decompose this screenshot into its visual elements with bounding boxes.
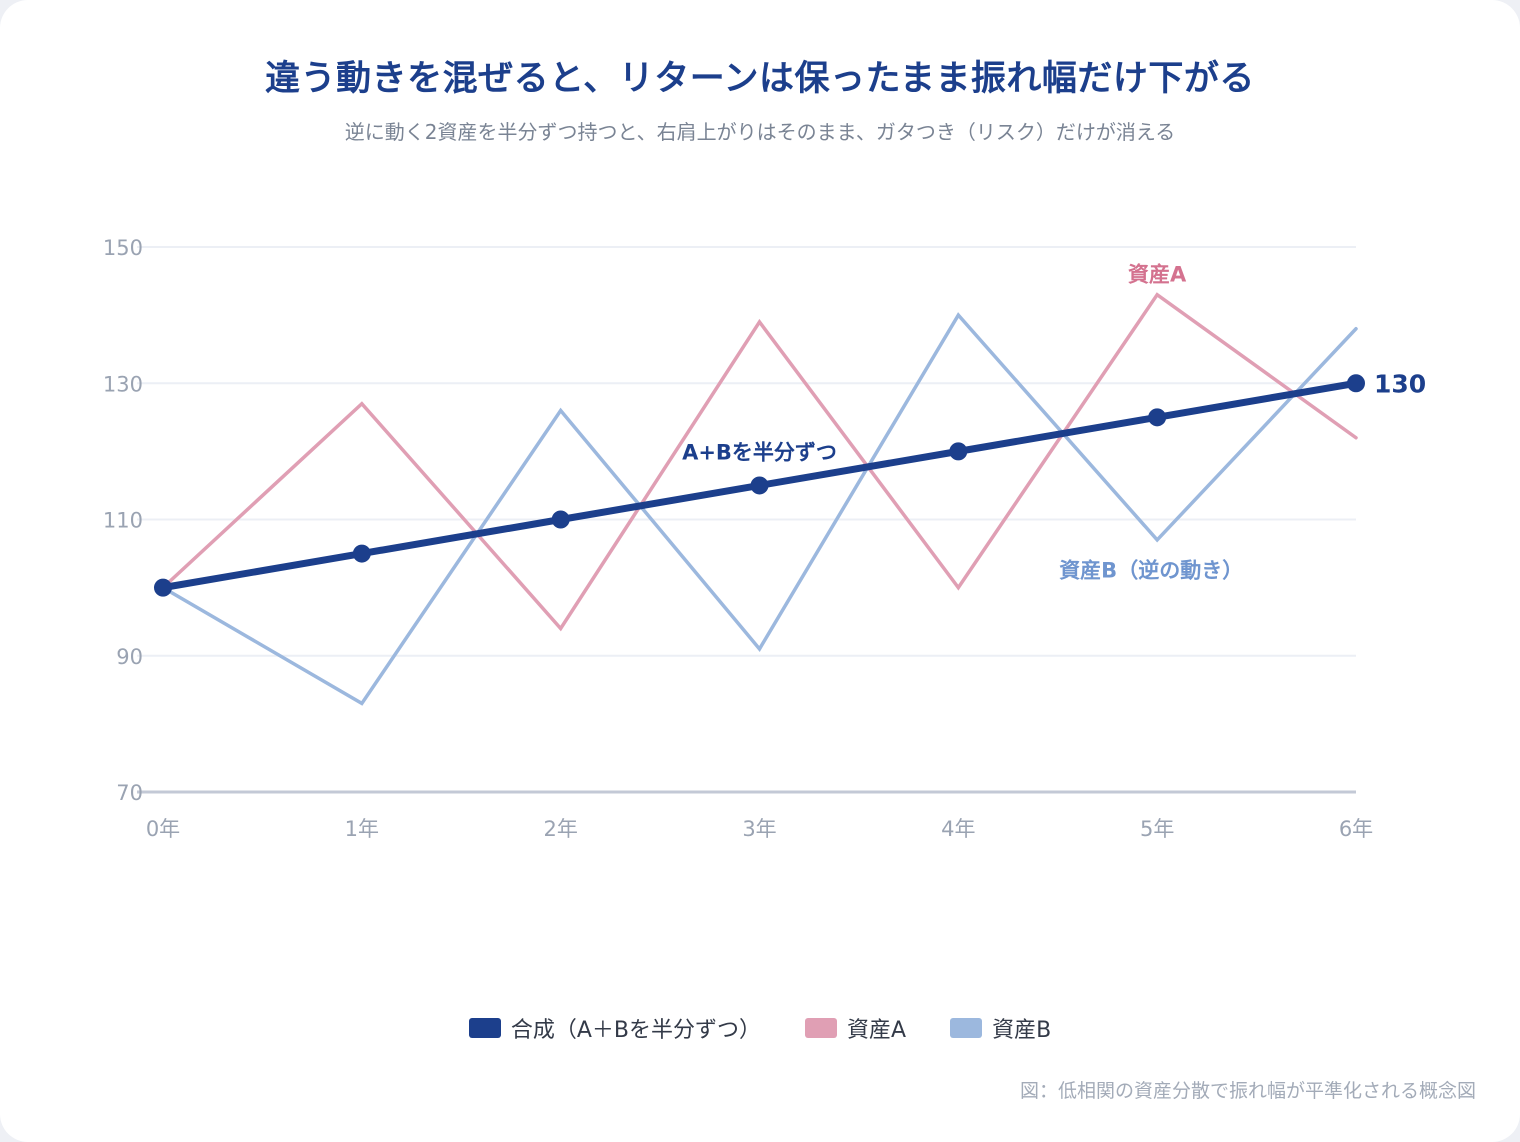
x-tick-label: 0年: [146, 817, 180, 841]
combined-data-point: [1148, 408, 1167, 427]
x-tick-label: 1年: [345, 817, 379, 841]
y-tick-label: 90: [116, 645, 143, 669]
combined-data-point: [1347, 374, 1365, 393]
x-tick-label: 5年: [1140, 817, 1174, 841]
series-annotation: 資産B（逆の動き）: [1059, 559, 1243, 583]
combined-data-point: [154, 578, 172, 597]
asset-b-series-line: [161, 312, 1358, 706]
combined-data-point: [750, 476, 769, 495]
x-tick-label: 2年: [543, 817, 577, 841]
y-tick-label: 70: [116, 781, 143, 805]
figure-caption: 図：低相関の資産分散で振れ幅が平準化される概念図: [1019, 1080, 1476, 1102]
y-tick-label: 150: [103, 236, 143, 260]
legend-label-combined: 合成（A＋Bを半分ずつ）: [510, 1018, 761, 1043]
legend-swatch-asset-b: [950, 1018, 983, 1038]
x-tick-label: 6年: [1339, 817, 1373, 841]
y-tick-label: 130: [103, 372, 143, 396]
legend-label-asset-a: 資産A: [847, 1018, 907, 1043]
chart-subtitle: 逆に動く2資産を半分ずつ持つと、右肩上がりはそのまま、ガタつき（リスク）だけが消…: [344, 120, 1176, 144]
combined-data-point: [352, 544, 371, 563]
asset-a-series-line: [161, 292, 1358, 632]
legend: 合成（A＋Bを半分ずつ） 資産A 資産B: [0, 1012, 1520, 1044]
legend-swatch-asset-a: [805, 1018, 837, 1038]
combined-data-point: [551, 510, 570, 529]
x-tick-label: 3年: [742, 817, 776, 841]
end-value-label: 130: [1374, 369, 1426, 398]
x-tick-label: 4年: [941, 817, 975, 841]
legend-item-asset-b[interactable]: 資産B: [950, 1012, 1051, 1044]
series-annotation: 資産A: [1128, 262, 1187, 286]
combined-data-point: [949, 442, 968, 461]
chart-title: 違う動きを混ぜると、リターンは保ったまま振れ幅だけ下がる: [265, 59, 1255, 99]
y-tick-label: 110: [103, 509, 143, 533]
series-annotation: A+Bを半分ずつ: [682, 441, 837, 465]
legend-label-asset-b: 資産B: [992, 1018, 1052, 1043]
legend-item-asset-a[interactable]: 資産A: [805, 1012, 906, 1044]
legend-item-combined[interactable]: 合成（A＋Bを半分ずつ）: [468, 1012, 761, 1044]
legend-swatch-combined: [468, 1018, 501, 1038]
